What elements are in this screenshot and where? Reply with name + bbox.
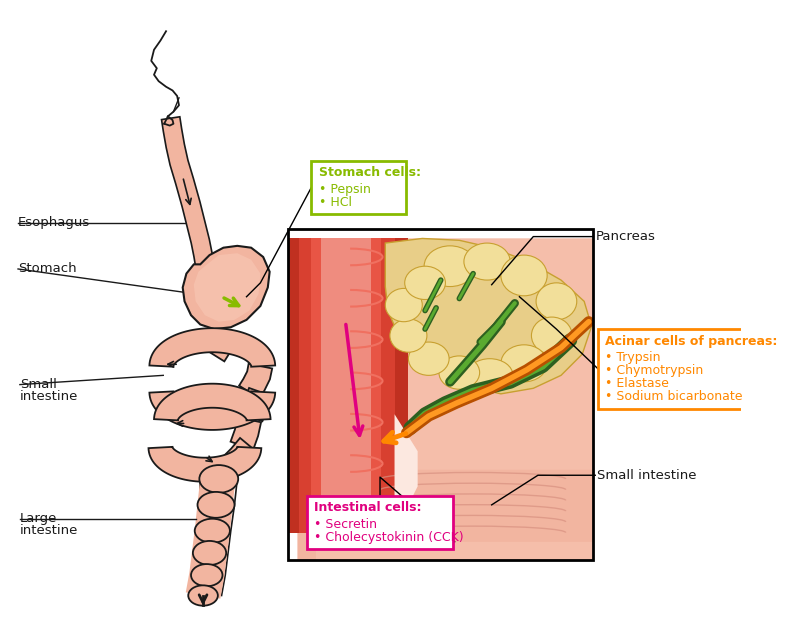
Polygon shape — [386, 238, 591, 394]
Polygon shape — [149, 447, 262, 481]
Ellipse shape — [198, 492, 234, 518]
Text: Small intestine: Small intestine — [597, 469, 697, 481]
Ellipse shape — [501, 345, 547, 382]
Polygon shape — [394, 414, 418, 532]
Polygon shape — [230, 417, 261, 450]
Text: • Sodium bicarbonate: • Sodium bicarbonate — [606, 390, 743, 403]
Polygon shape — [150, 391, 275, 430]
Text: intestine: intestine — [20, 524, 78, 537]
Polygon shape — [407, 411, 428, 431]
Text: Stomach: Stomach — [18, 263, 77, 275]
Text: intestine: intestine — [20, 390, 78, 403]
Ellipse shape — [390, 319, 427, 352]
Ellipse shape — [536, 283, 577, 320]
Text: Small: Small — [20, 378, 57, 391]
Ellipse shape — [199, 465, 238, 493]
Polygon shape — [186, 477, 235, 598]
Text: • Pepsin: • Pepsin — [318, 183, 370, 196]
Polygon shape — [194, 253, 261, 322]
Ellipse shape — [501, 255, 547, 296]
FancyBboxPatch shape — [288, 229, 594, 560]
Polygon shape — [443, 387, 475, 407]
Text: Stomach cells:: Stomach cells: — [318, 166, 421, 179]
Text: • Chymotrypsin: • Chymotrypsin — [606, 364, 704, 377]
Ellipse shape — [194, 519, 230, 543]
Ellipse shape — [405, 266, 446, 300]
Polygon shape — [472, 377, 511, 396]
FancyBboxPatch shape — [306, 495, 454, 550]
Text: • Elastase: • Elastase — [606, 377, 670, 391]
Polygon shape — [150, 328, 275, 367]
FancyBboxPatch shape — [598, 329, 756, 409]
Polygon shape — [298, 238, 594, 560]
Text: Esophagus: Esophagus — [18, 216, 90, 229]
Ellipse shape — [464, 243, 510, 280]
Ellipse shape — [191, 564, 222, 586]
Polygon shape — [539, 337, 574, 370]
Text: • Secretin: • Secretin — [314, 518, 377, 531]
Polygon shape — [311, 238, 381, 532]
Text: Intestinal cells:: Intestinal cells: — [314, 501, 422, 514]
Ellipse shape — [188, 585, 218, 605]
Polygon shape — [299, 238, 394, 532]
Text: Pancreas: Pancreas — [595, 230, 655, 243]
Polygon shape — [213, 438, 258, 484]
Text: • Cholecystokinin (CCK): • Cholecystokinin (CCK) — [314, 531, 464, 544]
Polygon shape — [240, 388, 272, 421]
Polygon shape — [316, 238, 594, 560]
Ellipse shape — [531, 317, 572, 354]
Polygon shape — [508, 362, 545, 386]
Polygon shape — [288, 238, 409, 532]
Text: Acinar cells of pancreas:: Acinar cells of pancreas: — [606, 335, 778, 348]
Polygon shape — [362, 470, 594, 542]
Ellipse shape — [409, 342, 449, 375]
Polygon shape — [204, 326, 238, 361]
Polygon shape — [321, 238, 371, 532]
Polygon shape — [154, 384, 270, 420]
Ellipse shape — [424, 246, 476, 287]
Polygon shape — [182, 246, 270, 329]
Polygon shape — [423, 399, 448, 418]
Ellipse shape — [386, 288, 422, 322]
Ellipse shape — [193, 541, 226, 565]
FancyBboxPatch shape — [311, 161, 406, 214]
Text: Large: Large — [20, 512, 58, 525]
Text: • Trypsin: • Trypsin — [606, 351, 661, 364]
Ellipse shape — [466, 359, 513, 392]
Polygon shape — [162, 117, 214, 268]
Ellipse shape — [439, 356, 480, 389]
Text: • HCl: • HCl — [318, 196, 352, 209]
Polygon shape — [239, 364, 272, 398]
